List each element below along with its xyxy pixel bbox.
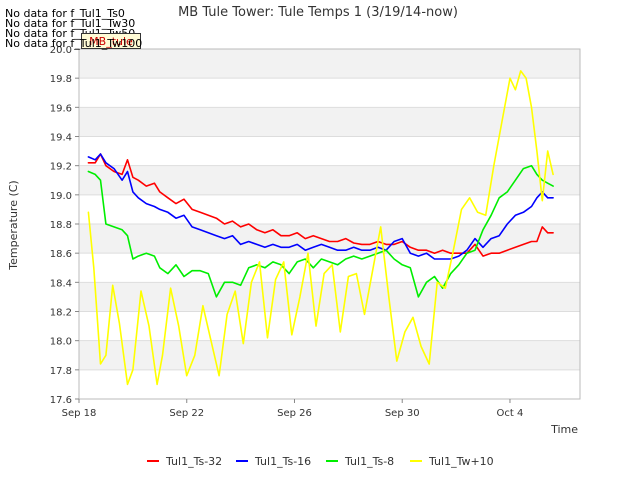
y-tick-label: 18.8 <box>50 220 72 231</box>
y-tick-label: 19.2 <box>50 162 72 173</box>
y-tick-label: 17.6 <box>50 395 72 406</box>
x-tick-label: Sep 18 <box>62 408 97 419</box>
x-tick-label: Sep 22 <box>169 408 204 419</box>
plot-band <box>79 107 580 137</box>
legend: Tul1_Ts-32 Tul1_Ts-16 Tul1_Ts-8 Tul1_Tw+10 <box>147 455 494 468</box>
no-data-message: No data for f_Tul1_Tw30 <box>5 17 136 30</box>
plot-band <box>79 136 580 166</box>
series-line-tul1-tw-10 <box>87 70 554 386</box>
y-axis-label: Temperature (C) <box>7 180 20 270</box>
no-data-message: No data for f_Tul1_Ts0 <box>5 7 125 20</box>
y-tick-label: 18.0 <box>50 337 72 348</box>
chart-title: MB Tule Tower: Tule Temps 1 (3/19/14-now… <box>178 5 458 20</box>
x-axis-ticks: Sep 18 Sep 22 Sep 26 Sep 30 Oct 4 <box>62 399 524 419</box>
no-data-message: No data for f_Tul1_Tw100 <box>5 37 143 50</box>
site-badge: MB_tule <box>81 33 141 49</box>
x-tick-label: Sep 30 <box>385 408 420 419</box>
plot-band <box>79 165 580 195</box>
plot-band <box>79 78 580 108</box>
y-tick-label: 18.2 <box>50 308 72 319</box>
x-tick-label: Sep 26 <box>277 408 312 419</box>
legend-label: Tul1_Ts-8 <box>344 455 394 468</box>
plot-band <box>79 194 580 224</box>
y-tick-label: 19.6 <box>50 103 72 114</box>
x-tick-label: Oct 4 <box>497 408 524 419</box>
y-tick-label: 18.4 <box>50 278 72 289</box>
plot-band <box>79 49 580 79</box>
y-tick-label: 19.8 <box>50 74 72 85</box>
y-tick-label: 18.6 <box>50 249 72 260</box>
plot-band <box>79 369 580 399</box>
series-lines <box>87 70 554 386</box>
series-line-tul1-ts-8 <box>87 164 554 298</box>
legend-label: Tul1_Ts-32 <box>165 455 222 468</box>
series-line-tul1-ts-32 <box>87 153 554 257</box>
x-axis-label: Time <box>550 423 578 436</box>
legend-label: Tul1_Ts-16 <box>254 455 311 468</box>
y-tick-label: 19.4 <box>50 133 72 144</box>
y-tick-label: 20.0 <box>50 45 72 56</box>
plot-band <box>79 224 580 254</box>
plot-band <box>79 282 580 312</box>
series-line-tul1-ts-16 <box>87 153 554 260</box>
plot-band <box>79 311 580 341</box>
y-axis-ticks: 17.6 17.8 18.0 18.2 18.4 18.6 18.8 19.0 19.2 19.4… <box>50 45 79 406</box>
y-tick-label: 19.0 <box>50 191 72 202</box>
y-tick-label: 17.8 <box>50 366 72 377</box>
legend-label: Tul1_Tw+10 <box>428 455 494 468</box>
